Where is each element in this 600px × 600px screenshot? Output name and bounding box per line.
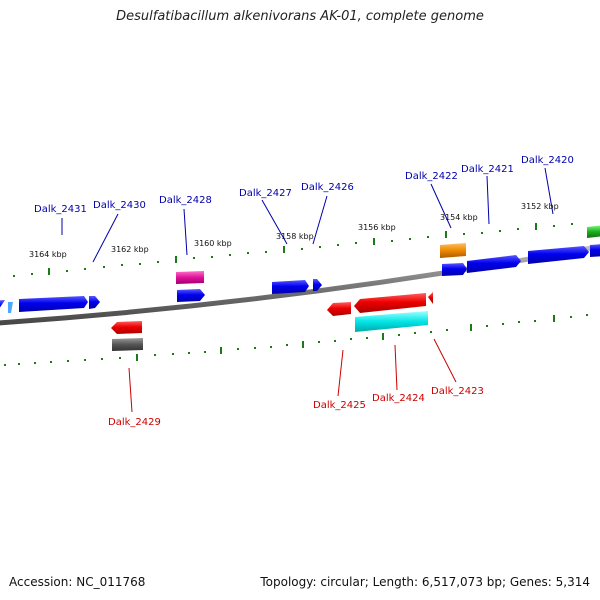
- gene-arrow[interactable]: [440, 243, 466, 258]
- gene-label[interactable]: Dalk_2422: [405, 171, 458, 182]
- tick-label: 3164 kbp: [29, 250, 67, 259]
- leader-lines-reverse: [128, 338, 457, 413]
- accession-text: Accession: NC_011768: [9, 575, 146, 589]
- gene-label[interactable]: Dalk_2429: [108, 417, 161, 428]
- tick-label: 3162 kbp: [111, 245, 149, 254]
- gene-arrow[interactable]: [272, 280, 309, 294]
- scale-dots-upper: [13, 223, 573, 277]
- tick-label: 3152 kbp: [521, 202, 559, 211]
- gene-label[interactable]: Dalk_2427: [239, 188, 292, 199]
- gene-label[interactable]: Dalk_2431: [34, 204, 87, 215]
- gene-arrow[interactable]: [467, 255, 521, 273]
- gene-arrow[interactable]: [19, 296, 88, 312]
- scale-dots-lower: [4, 314, 588, 366]
- tick-label: 3158 kbp: [276, 232, 314, 241]
- gene-labels-reverse: Dalk_2429 Dalk_2425 Dalk_2424 Dalk_2423: [108, 386, 484, 428]
- gene-label[interactable]: Dalk_2428: [159, 195, 212, 206]
- gene-arrow[interactable]: [313, 279, 322, 291]
- leader-lines-forward: [61, 167, 554, 263]
- gene-label[interactable]: Dalk_2421: [461, 164, 514, 175]
- reverse-genes: [111, 292, 433, 351]
- gene-label[interactable]: Dalk_2423: [431, 386, 484, 397]
- gene-arrow[interactable]: [442, 263, 467, 276]
- scale-tick-labels: 3164 kbp 3162 kbp 3160 kbp 3158 kbp 3156…: [29, 202, 559, 259]
- gene-arrow[interactable]: [112, 338, 143, 351]
- gene-arrow[interactable]: [0, 300, 5, 313]
- tick-label: 3154 kbp: [440, 213, 478, 222]
- gene-label[interactable]: Dalk_2424: [372, 393, 425, 404]
- gene-arrow[interactable]: [176, 271, 204, 284]
- map-title: Desulfatibacillum alkenivorans AK-01, co…: [116, 9, 484, 24]
- gene-arrow[interactable]: [428, 292, 433, 304]
- gene-labels-forward: Dalk_2431 Dalk_2430 Dalk_2428 Dalk_2427 …: [34, 155, 574, 215]
- gene-arrow[interactable]: [89, 296, 100, 309]
- tick-label: 3160 kbp: [194, 239, 232, 248]
- genome-summary-text: Topology: circular; Length: 6,517,073 bp…: [260, 575, 590, 589]
- gene-arrow[interactable]: [111, 321, 142, 334]
- gene-arrow[interactable]: [590, 244, 600, 257]
- gene-arrow[interactable]: [327, 302, 351, 316]
- forward-genes: [0, 225, 600, 313]
- gene-arrow[interactable]: [354, 293, 426, 313]
- gene-arrow[interactable]: [177, 289, 205, 302]
- gene-arrow[interactable]: [587, 225, 600, 238]
- tick-label: 3156 kbp: [358, 223, 396, 232]
- gene-label[interactable]: Dalk_2430: [93, 200, 146, 211]
- gene-arrow[interactable]: [355, 311, 428, 332]
- gene-label[interactable]: Dalk_2420: [521, 155, 574, 166]
- gene-label[interactable]: Dalk_2425: [313, 400, 366, 411]
- gene-label[interactable]: Dalk_2426: [301, 182, 354, 193]
- genome-backbone: [0, 243, 600, 326]
- gene-arrow[interactable]: [8, 302, 13, 313]
- gene-arrow[interactable]: [528, 246, 589, 264]
